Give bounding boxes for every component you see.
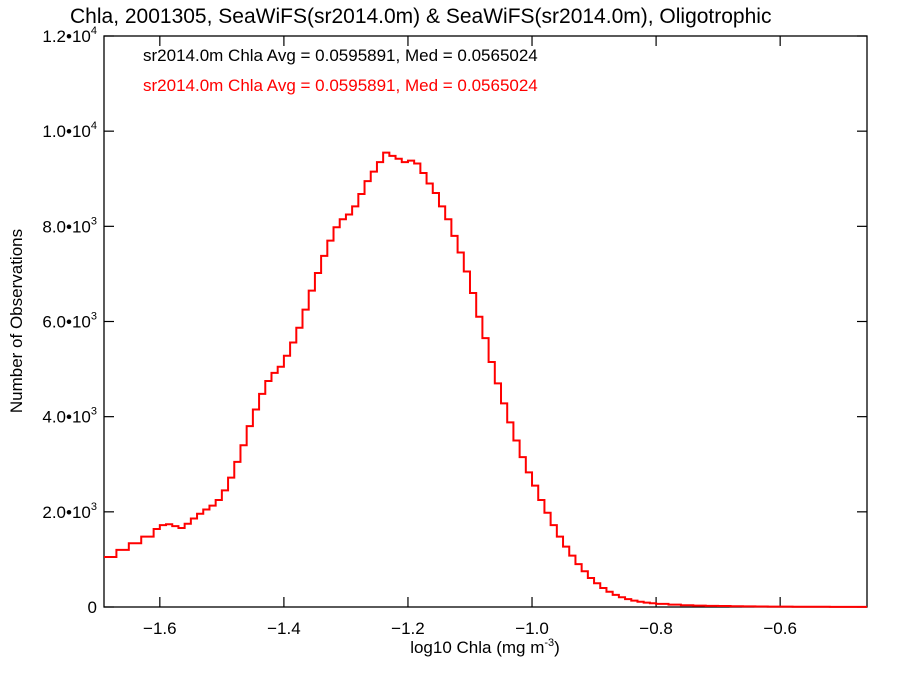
y-tick-label-exponent: 3 <box>91 311 97 323</box>
x-tick-label: −1.0 <box>515 619 549 638</box>
x-tick-label: −1.4 <box>267 619 301 638</box>
x-axis: −1.6 −1.4 −1.2 −1.0 −0.8 −0.6 <box>143 36 797 638</box>
y-tick-label-exponent: 4 <box>91 25 97 37</box>
y-tick-label: 0 <box>88 598 97 617</box>
y-tick-label: 1.0•104 <box>42 120 97 141</box>
x-tick-label: −1.6 <box>143 619 177 638</box>
y-tick-label-exponent: 3 <box>91 215 97 227</box>
y-axis: 02.0•1034.0•1036.0•1038.0•1031.0•1041.2•… <box>42 25 867 617</box>
x-axis-label-suffix: ) <box>554 638 560 657</box>
y-tick-label-main: 2.0•10 <box>42 503 91 522</box>
y-tick-label-main: 1.0•10 <box>42 122 91 141</box>
y-tick-label-main: 4.0•10 <box>42 408 91 427</box>
y-tick-label-main: 1.2•10 <box>42 27 91 46</box>
y-tick-label: 8.0•103 <box>42 215 97 236</box>
series-line-1 <box>104 151 867 608</box>
annotations: sr2014.0m Chla Avg = 0.0595891, Med = 0.… <box>143 46 538 95</box>
annotation-2: sr2014.0m Chla Avg = 0.0595891, Med = 0.… <box>143 76 538 95</box>
y-axis-label: Number of Observations <box>7 229 26 413</box>
y-tick-label-exponent: 4 <box>91 120 97 132</box>
x-axis-label-exponent: -3 <box>544 637 554 649</box>
y-tick-label-main: 6.0•10 <box>42 313 91 332</box>
y-tick-label: 1.2•104 <box>42 25 97 46</box>
y-tick-label: 4.0•103 <box>42 406 97 427</box>
x-tick-label: −0.8 <box>639 619 673 638</box>
x-axis-label: log10 Chla (mg m-3) <box>410 637 560 657</box>
y-tick-label-main: 8.0•10 <box>42 217 91 236</box>
y-tick-label-exponent: 3 <box>91 501 97 513</box>
annotation-1: sr2014.0m Chla Avg = 0.0595891, Med = 0.… <box>143 46 538 65</box>
x-tick-label: −0.6 <box>763 619 797 638</box>
y-tick-label: 6.0•103 <box>42 311 97 332</box>
x-axis-label-main: log10 Chla (mg m <box>410 638 544 657</box>
chart-title: Chla, 2001305, SeaWiFS(sr2014.0m) & SeaW… <box>70 5 771 28</box>
y-tick-label: 2.0•103 <box>42 501 97 522</box>
y-tick-label-main: 0 <box>88 598 97 617</box>
series-layer <box>104 151 867 608</box>
x-tick-label: −1.2 <box>391 619 425 638</box>
plot-frame <box>103 35 868 608</box>
y-tick-label-exponent: 3 <box>91 406 97 418</box>
